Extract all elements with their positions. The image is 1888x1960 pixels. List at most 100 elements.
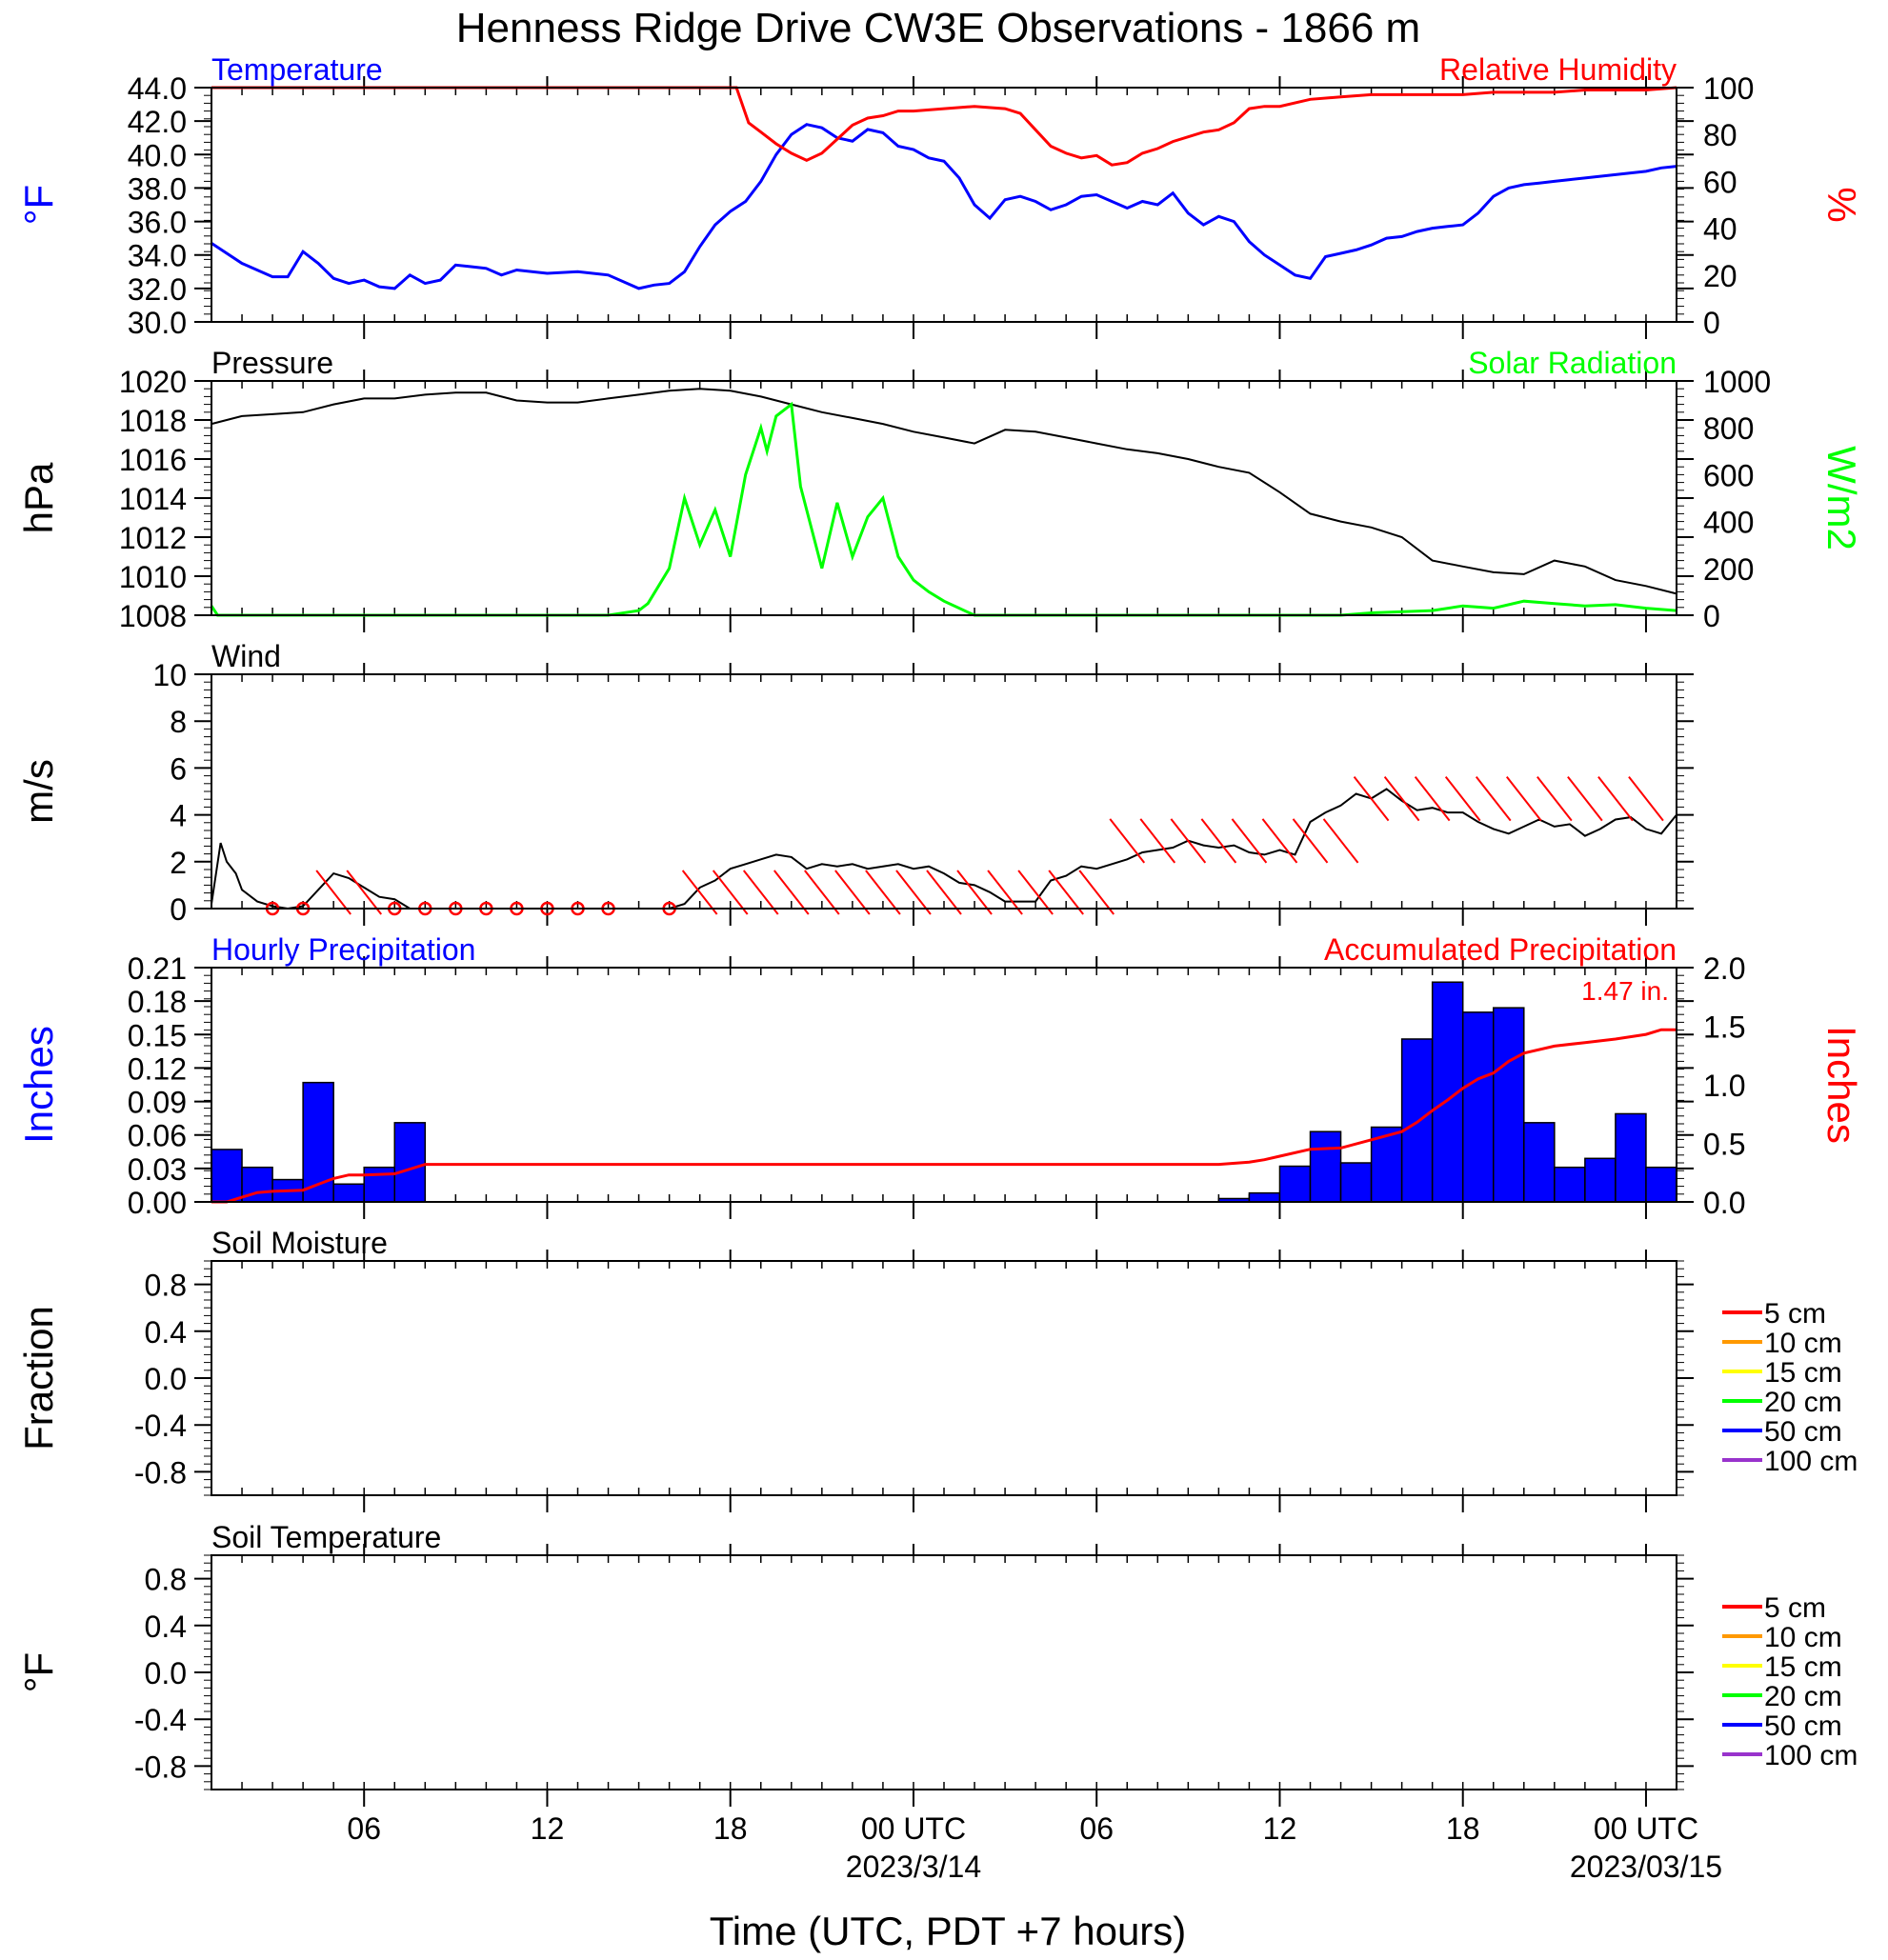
y-tick-label: 0.15 (128, 1018, 187, 1052)
panel-left-title: Pressure (211, 346, 333, 380)
panel-right-title: Solar Radiation (1468, 346, 1677, 380)
wind-barb (1261, 818, 1298, 864)
wind-barb (1567, 775, 1603, 822)
wind-barb (1353, 775, 1390, 822)
precip-bar (1248, 1191, 1281, 1203)
wind-barb (1078, 870, 1115, 915)
legend-label: 50 cm (1764, 1416, 1842, 1448)
legend-label: 100 cm (1764, 1446, 1858, 1477)
wind-barb (773, 870, 810, 915)
panel-frame (211, 1260, 1677, 1496)
left-axis-unit: Inches (16, 1026, 61, 1144)
legend-label: 5 cm (1764, 1592, 1826, 1624)
panel-frame (211, 87, 1677, 323)
y-tick-label: 10 (152, 658, 187, 692)
legend-label: 20 cm (1764, 1387, 1842, 1418)
y-tick-label: 0.00 (128, 1186, 187, 1220)
wind-barb (926, 870, 962, 915)
wind-barb (1597, 775, 1634, 822)
y-tick-label: 38.0 (128, 171, 187, 206)
y-tick-label: 0 (170, 892, 187, 927)
x-tick-label: 18 (1446, 1811, 1480, 1846)
panel-left-title: Soil Moisture (211, 1226, 388, 1260)
y-tick-label: 1014 (119, 482, 187, 516)
y-tick-label: 42.0 (128, 105, 187, 139)
y-right-tick-label: 800 (1703, 411, 1754, 446)
y-right-tick-label: 100 (1703, 71, 1754, 106)
x-tick-label: 18 (713, 1811, 748, 1846)
y-tick-label: -0.8 (134, 1750, 187, 1784)
left-axis-unit: Fraction (16, 1306, 61, 1450)
y-tick-label: 1016 (119, 443, 187, 477)
wind-barb (346, 870, 382, 915)
wind-barb (1109, 818, 1146, 864)
precip-bar (1523, 1122, 1556, 1203)
panel-wind: 0 2 4 6 8 10 Wind m/s (16, 639, 1694, 927)
x-tick-date: 2023/3/14 (846, 1850, 981, 1884)
y-tick-label: 1020 (119, 365, 187, 399)
wind-barb (1537, 775, 1573, 822)
wind-barb (1322, 818, 1359, 864)
wind-barb (804, 870, 840, 915)
y-tick-label: 0.21 (128, 951, 187, 986)
y-tick-label: -0.8 (134, 1455, 187, 1490)
y-tick-label: 1008 (119, 599, 187, 633)
y-right-tick-label: 1000 (1703, 365, 1771, 399)
y-tick-label: 4 (170, 799, 187, 833)
wind-barb (987, 870, 1023, 915)
wind-barb (1017, 870, 1054, 915)
y-tick-label: 6 (170, 751, 187, 786)
wind-barb (1170, 818, 1207, 864)
y-tick-label: 0.0 (145, 1656, 187, 1690)
y-tick-label: 44.0 (128, 71, 187, 106)
x-tick-label: 12 (1263, 1811, 1297, 1846)
y-right-tick-label: 400 (1703, 506, 1754, 540)
panel-frame (211, 1554, 1677, 1790)
y-tick-label: 1012 (119, 521, 187, 555)
chart-title: Henness Ridge Drive CW3E Observations - … (456, 5, 1420, 51)
legend-label: 5 cm (1764, 1298, 1826, 1330)
y-right-tick-label: 0.0 (1703, 1186, 1745, 1220)
legend-label: 50 cm (1764, 1710, 1842, 1742)
panel-left-title: Wind (211, 639, 281, 673)
wind-barb (1506, 775, 1542, 822)
wind-barb (1231, 818, 1268, 864)
legend-label: 15 cm (1764, 1357, 1842, 1389)
legend-label: 10 cm (1764, 1328, 1842, 1359)
x-axis-title: Time (UTC, PDT +7 hours) (710, 1909, 1187, 1953)
wind-barb (1292, 818, 1329, 864)
y-tick-label: 36.0 (128, 206, 187, 240)
precip-bar (1339, 1162, 1373, 1203)
series-line (211, 388, 1677, 595)
wind-barb (681, 870, 718, 915)
panel-left-title: Temperature (211, 52, 383, 87)
precip-bar (1278, 1165, 1312, 1203)
y-right-tick-label: 20 (1703, 259, 1737, 293)
panel-temp-rh: 30.032.034.036.038.040.042.044.0 0 20 40 60 8… (16, 52, 1864, 340)
y-tick-label: 0.03 (128, 1152, 187, 1187)
x-tick-label: 12 (531, 1811, 565, 1846)
precip-bar (1309, 1130, 1342, 1203)
y-tick-label: 40.0 (128, 138, 187, 172)
y-tick-label: 30.0 (128, 306, 187, 340)
panel-soil-moisture: -0.8 -0.4 0.0 0.4 0.8 Soil Moisture Fraction 5 … (16, 1226, 1858, 1512)
y-right-tick-label: 1.0 (1703, 1069, 1745, 1103)
legend-label: 10 cm (1764, 1622, 1842, 1653)
panel-precip: 0.000.030.060.090.120.150.180.21 0.0 0.5 1.… (16, 932, 1864, 1220)
y-tick-label: 0.4 (145, 1610, 187, 1644)
precip-bar (1554, 1166, 1586, 1203)
y-tick-label: 0.12 (128, 1051, 187, 1086)
y-right-tick-label: 60 (1703, 165, 1737, 199)
panel-right-title: Accumulated Precipitation (1324, 932, 1677, 967)
legend-label: 15 cm (1764, 1651, 1842, 1683)
y-right-tick-label: 0.5 (1703, 1128, 1745, 1162)
series-line (211, 788, 1677, 910)
precip-bar (1461, 1011, 1495, 1203)
series-line (210, 401, 1677, 617)
x-tick-label: 06 (1079, 1811, 1114, 1846)
panel-pressure-solar: 1008 1010 1012 1014 1016 1018 1020 0 200 400 600 80… (16, 346, 1864, 633)
left-axis-unit: °F (16, 185, 61, 225)
precip-bar (1615, 1112, 1647, 1203)
